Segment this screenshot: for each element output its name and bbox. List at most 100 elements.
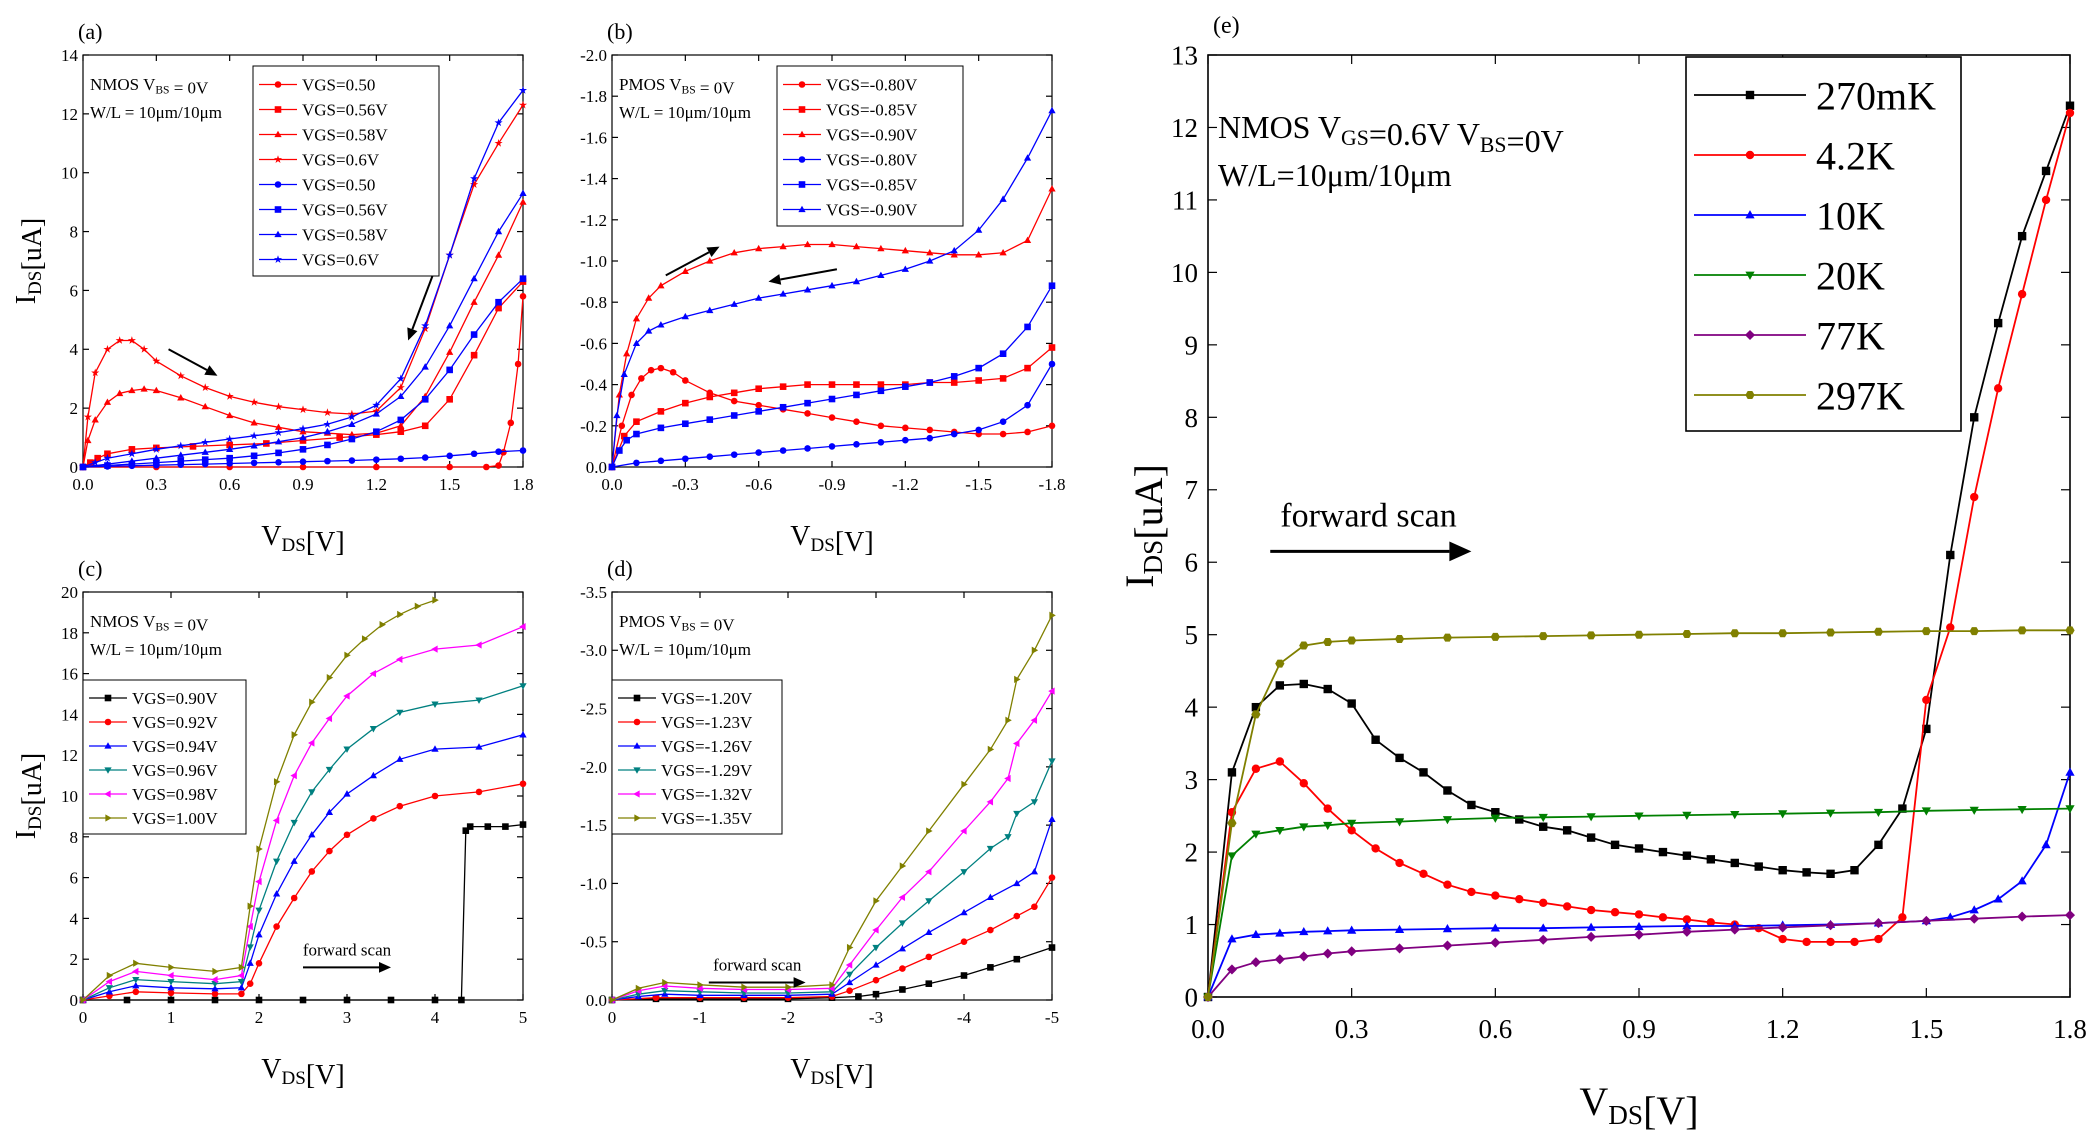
x-axis-label: VDS[V] — [790, 1054, 873, 1091]
y-tick-label: 4 — [70, 909, 79, 928]
data-point — [323, 408, 332, 417]
data-point — [845, 978, 854, 986]
data-point — [1394, 635, 1405, 644]
panel-d: 0 -1 -2 -3 -4 -5 0.0 -0.5 -1.0 -1.5 -2.0 -2.5 -3.0 -3… — [580, 556, 1059, 1091]
text-span: V — [790, 1054, 810, 1085]
legend-marker — [274, 81, 282, 88]
data-point — [1299, 779, 1308, 788]
data-point — [1826, 937, 1835, 947]
x-axis-label: VDS[V] — [261, 521, 344, 558]
data-point — [950, 373, 958, 380]
data-point — [237, 979, 246, 986]
data-point — [446, 463, 453, 471]
data-point — [898, 920, 907, 927]
y-tick-label: -0.2 — [580, 417, 607, 436]
data-point — [1004, 834, 1012, 841]
data-point — [250, 419, 258, 426]
data-point — [396, 383, 405, 392]
data-point — [755, 294, 763, 301]
y-tick-label: 12 — [61, 746, 78, 765]
data-point — [290, 857, 298, 864]
data-point — [397, 392, 405, 400]
data-point — [1227, 934, 1237, 943]
subscript: DS — [25, 806, 46, 830]
data-point — [308, 868, 316, 875]
data-point — [373, 428, 380, 435]
data-point — [211, 990, 219, 998]
legend-marker — [1745, 391, 1755, 399]
data-point — [1586, 631, 1596, 640]
data-point — [324, 457, 331, 465]
device-info: PMOS VBS = 0V — [619, 612, 735, 635]
legend-marker — [274, 230, 282, 238]
data-point — [877, 244, 885, 252]
data-point — [706, 453, 714, 461]
data-point — [804, 410, 811, 417]
data-point — [1491, 891, 1500, 900]
legend-marker — [1744, 329, 1756, 341]
data-point — [91, 368, 100, 377]
data-point — [1394, 818, 1405, 827]
legend-item: VGS=0.94V — [132, 737, 218, 756]
y-tick-label: 3 — [1185, 765, 1199, 795]
text-span: V — [261, 1054, 281, 1085]
data-point — [201, 448, 209, 455]
data-point — [1048, 815, 1056, 822]
data-point — [397, 610, 404, 619]
data-point — [1250, 957, 1261, 968]
data-point — [1586, 922, 1596, 931]
data-point — [846, 987, 853, 994]
data-point — [1539, 898, 1548, 907]
x-tick-label: -0.3 — [672, 475, 699, 494]
device-info: NMOS VBS = 0V — [90, 612, 209, 635]
data-point — [925, 928, 933, 936]
data-point — [1442, 924, 1453, 933]
legend-marker — [633, 742, 641, 749]
forward-scan-label: forward scan — [303, 940, 392, 959]
data-point — [828, 281, 836, 289]
data-point — [1706, 855, 1716, 864]
data-point — [1048, 422, 1056, 430]
data-point — [1323, 684, 1332, 694]
y-tick-label: -1.2 — [580, 211, 607, 230]
data-point — [347, 412, 356, 421]
data-point — [925, 868, 932, 876]
data-point — [106, 971, 114, 980]
legend: VGS=0.90V VGS=0.92V VGS=0.94V VGS=0.96V VGS=… — [82, 679, 247, 835]
x-tick-label: 0.3 — [1335, 1014, 1369, 1044]
data-point — [299, 446, 307, 453]
data-point — [1634, 812, 1644, 821]
data-point — [128, 457, 136, 464]
x-tick-label: -5 — [1045, 1008, 1059, 1027]
data-point — [1371, 844, 1380, 853]
data-point — [470, 180, 479, 188]
data-point — [1004, 774, 1011, 783]
x-tick-label: -1.2 — [892, 475, 919, 494]
data-point — [2017, 626, 2027, 635]
data-point — [608, 463, 616, 470]
data-point — [1049, 611, 1056, 619]
data-point — [132, 981, 140, 989]
data-point — [779, 290, 787, 297]
text-span: [V] — [835, 527, 874, 558]
data-point — [633, 418, 640, 425]
data-point — [657, 364, 665, 372]
data-point — [1490, 923, 1500, 932]
legend-item: VGS=-1.29V — [661, 761, 753, 780]
data-point — [901, 265, 909, 272]
x-tick-label: -1 — [693, 1008, 707, 1027]
data-point — [1969, 905, 1979, 914]
y-tick-label: 0 — [70, 991, 79, 1010]
text-span: I — [1117, 574, 1162, 587]
data-point — [960, 908, 968, 916]
data-point — [1706, 918, 1716, 927]
data-point — [91, 416, 99, 423]
data-point — [1227, 852, 1237, 861]
y-tick-label: 7 — [1185, 475, 1199, 505]
legend-marker — [633, 694, 641, 702]
series-2 — [1203, 767, 2075, 1001]
data-point — [730, 397, 738, 405]
data-point — [779, 242, 787, 250]
data-point — [298, 424, 308, 433]
data-point — [623, 349, 631, 357]
